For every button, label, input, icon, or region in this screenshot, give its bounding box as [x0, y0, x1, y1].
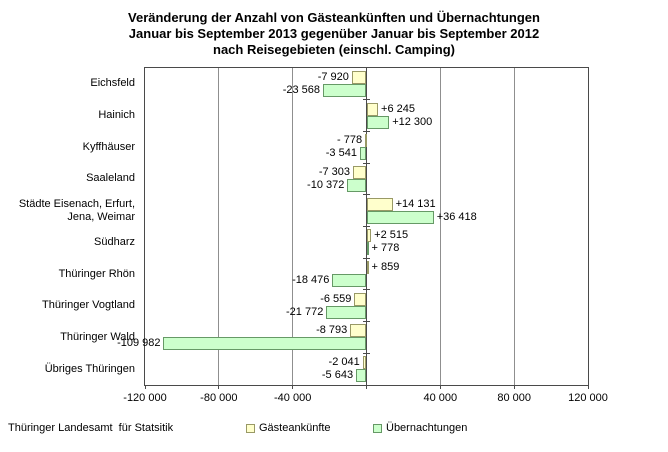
- bar-value-label: -18 476: [292, 274, 330, 287]
- category-label: Übriges Thüringen: [44, 362, 135, 375]
- x-axis-tick: [144, 385, 146, 389]
- category-tick: [363, 257, 370, 259]
- x-tick-label: 120 000: [568, 392, 608, 404]
- legend-label-uebernachtungen: Übernachtungen: [386, 422, 468, 434]
- bar-uebernachtungen: [332, 274, 367, 288]
- bar-value-label: + 859: [371, 261, 400, 274]
- bar-gaesteankuenfte: [366, 229, 372, 243]
- x-tick-label: -80 000: [200, 392, 238, 404]
- category-label: Saaleland: [86, 172, 135, 185]
- bar-value-label: -7 920: [317, 70, 349, 83]
- bar-value-label: -10 372: [307, 178, 345, 191]
- x-tick-label: -120 000: [123, 392, 167, 404]
- bar-uebernachtungen: [356, 369, 367, 383]
- bar-uebernachtungen: [322, 83, 367, 97]
- bar-value-label: -7 303: [318, 165, 351, 178]
- bar-gaesteankuenfte: [351, 70, 367, 84]
- bar-value-label: -8 793: [316, 324, 348, 337]
- bar-gaesteankuenfte: [353, 165, 367, 179]
- category-label: Thüringer Wald: [60, 330, 135, 343]
- bar-uebernachtungen: [366, 115, 390, 129]
- bar-gaesteankuenfte: [366, 102, 379, 116]
- bar-gaesteankuenfte: [354, 292, 367, 306]
- category-label: Städte Eisenach, Erfurt, Jena, Weimar: [18, 197, 135, 223]
- category-label: Eichsfeld: [90, 77, 135, 90]
- x-axis-tick: [513, 385, 515, 389]
- legend-item-uebernachtungen: Übernachtungen: [373, 421, 467, 435]
- x-axis-tick: [292, 385, 294, 389]
- bar-value-label: +2 515: [374, 229, 409, 242]
- bar-value-label: +6 245: [381, 102, 415, 115]
- x-tick-label: 80 000: [497, 392, 531, 404]
- category-label: Hainich: [98, 109, 135, 122]
- bar-value-label: - 778: [337, 134, 363, 147]
- bar-gaesteankuenfte: [366, 261, 369, 275]
- x-axis-tick: [218, 385, 220, 389]
- bar-value-label: -21 772: [286, 305, 324, 318]
- category-label: Südharz: [94, 235, 135, 248]
- bar-gaesteankuenfte: [350, 324, 367, 338]
- category-tick: [363, 321, 370, 323]
- chart-title-line-3: nach Reisegebieten (einschl. Camping): [213, 42, 455, 57]
- bar-value-label: +14 131: [395, 197, 436, 210]
- category-axis: Eichsfeld Hainich Kyffhäuser Saaleland Städt…: [0, 68, 139, 385]
- category-tick: [363, 99, 370, 101]
- bar-value-label: -2 041: [328, 356, 360, 369]
- category-tick: [363, 352, 370, 354]
- chart-title: Veränderung der Anzahl von Gästeankünfte…: [0, 10, 668, 58]
- x-tick-label: -40 000: [274, 392, 312, 404]
- legend-item-gaesteankuenfte: Gästeankünfte: [246, 421, 331, 435]
- chart-title-line-2: Januar bis September 2013 gegenüber Janu…: [128, 26, 540, 41]
- source-text: Thüringer Landesamt für Statsitik: [8, 422, 174, 434]
- bar-gaesteankuenfte: [366, 197, 393, 211]
- category-tick: [363, 130, 370, 132]
- category-tick: [363, 226, 370, 227]
- bar-gaesteankuenfte: [365, 134, 368, 148]
- bar-value-label: -3 541: [325, 147, 357, 160]
- category-label: Kyffhäuser: [82, 140, 135, 153]
- bar-value-label: +36 418: [436, 210, 477, 223]
- chart-title-line-1: Veränderung der Anzahl von Gästeankünfte…: [128, 10, 540, 25]
- gridline: [439, 68, 441, 385]
- bar-uebernachtungen: [359, 147, 367, 161]
- x-axis-tick: [587, 385, 589, 389]
- bar-value-label: -23 568: [282, 83, 320, 96]
- category-label: Thüringer Rhön: [58, 267, 135, 280]
- bar-value-label: -5 643: [321, 369, 354, 382]
- bar-uebernachtungen: [366, 210, 434, 224]
- legend-swatch-uebernachtungen: [373, 423, 382, 433]
- bar-value-label: -109 982: [117, 337, 161, 350]
- plot-area: -120 000 -80 000 -40 000 40 000 80 000 120 00…: [117, 67, 608, 404]
- x-axis-tick: [439, 385, 441, 389]
- category-tick: [363, 162, 370, 164]
- bar-uebernachtungen: [163, 337, 367, 351]
- gridline: [218, 68, 220, 385]
- gridline: [292, 68, 294, 385]
- bar-value-label: +12 300: [392, 115, 433, 128]
- category-label: Thüringer Vogtland: [42, 299, 135, 312]
- bar-value-label: + 778: [371, 242, 400, 255]
- bar-uebernachtungen: [366, 242, 369, 256]
- category-tick: [363, 194, 370, 196]
- bar-uebernachtungen: [347, 178, 367, 192]
- legend-label-gaesteankuenfte: Gästeankünfte: [259, 422, 331, 434]
- legend-swatch-gaesteankuenfte: [246, 423, 255, 433]
- bar-value-label: -6 559: [320, 292, 352, 305]
- bar-gaesteankuenfte: [362, 356, 367, 370]
- x-axis-tick: [366, 385, 367, 389]
- gridline: [513, 68, 515, 385]
- category-tick: [363, 289, 370, 291]
- bar-uebernachtungen: [326, 305, 367, 319]
- x-tick-label: 40 000: [423, 392, 458, 404]
